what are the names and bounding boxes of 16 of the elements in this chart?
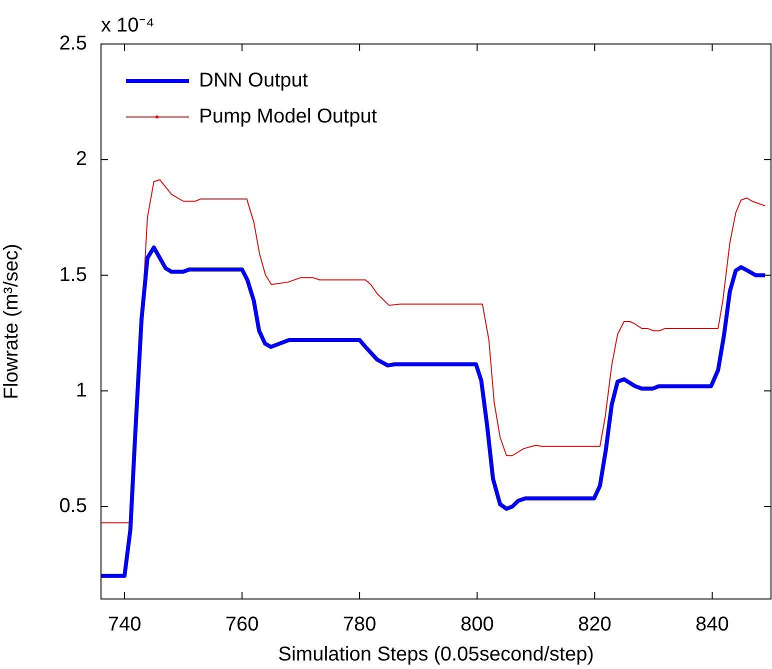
text: x 10⁻⁴	[101, 14, 154, 37]
y-tick-label: 2	[76, 148, 87, 170]
y-axis-title: Flowrate (m³/sec)	[0, 244, 23, 400]
x-tick-label: 840	[696, 614, 729, 636]
x-tick-label: 800	[460, 614, 494, 636]
legend-label: Pump Model Output	[199, 106, 378, 128]
legend-label: DNN Output	[199, 70, 308, 92]
x-tick-label: 760	[225, 614, 259, 636]
x-axis-title: Simulation Steps (0.05second/step)	[278, 644, 594, 666]
x-tick-label: 820	[578, 614, 612, 636]
y-tick-label: 2.5	[59, 32, 87, 55]
y-tick-label: 1	[76, 379, 87, 402]
x-tick-label: 740	[108, 614, 142, 636]
y-tick-label: 0.5	[59, 495, 87, 518]
x-tick-label: 780	[342, 614, 376, 636]
y-tick-label: 1.5	[59, 264, 87, 286]
